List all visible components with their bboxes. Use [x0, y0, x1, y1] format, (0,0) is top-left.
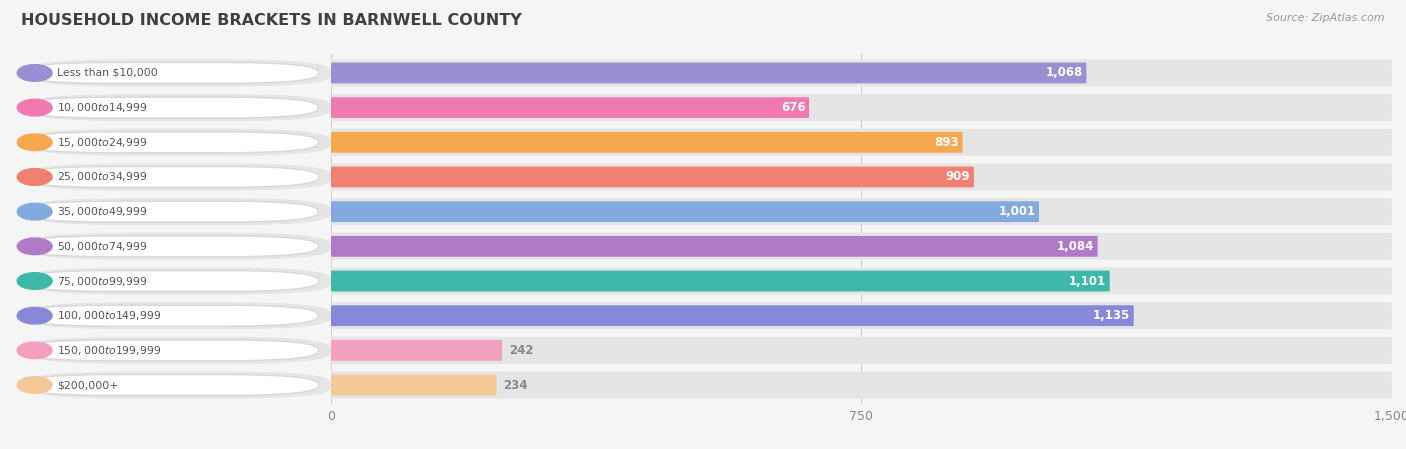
Ellipse shape	[17, 203, 52, 220]
Text: 242: 242	[509, 344, 534, 357]
FancyBboxPatch shape	[330, 62, 1087, 84]
Ellipse shape	[17, 65, 52, 81]
Text: $25,000 to $34,999: $25,000 to $34,999	[56, 171, 148, 184]
FancyBboxPatch shape	[27, 163, 330, 190]
FancyBboxPatch shape	[21, 132, 318, 153]
FancyBboxPatch shape	[27, 233, 330, 260]
Text: Source: ZipAtlas.com: Source: ZipAtlas.com	[1267, 13, 1385, 23]
FancyBboxPatch shape	[330, 201, 1039, 222]
Ellipse shape	[17, 169, 52, 185]
Text: 1,084: 1,084	[1057, 240, 1094, 253]
FancyBboxPatch shape	[330, 163, 1392, 190]
FancyBboxPatch shape	[21, 167, 318, 187]
Ellipse shape	[17, 342, 52, 359]
Text: 909: 909	[946, 171, 970, 184]
Text: $200,000+: $200,000+	[56, 380, 118, 390]
FancyBboxPatch shape	[21, 201, 318, 222]
Text: $15,000 to $24,999: $15,000 to $24,999	[56, 136, 148, 149]
FancyBboxPatch shape	[27, 337, 330, 364]
FancyBboxPatch shape	[330, 59, 1392, 87]
Ellipse shape	[17, 99, 52, 116]
FancyBboxPatch shape	[330, 233, 1392, 260]
Text: 676: 676	[780, 101, 806, 114]
Text: 893: 893	[935, 136, 959, 149]
FancyBboxPatch shape	[27, 268, 330, 295]
Ellipse shape	[17, 238, 52, 255]
FancyBboxPatch shape	[330, 374, 496, 396]
FancyBboxPatch shape	[330, 198, 1392, 225]
Text: 234: 234	[503, 379, 529, 392]
Text: 1,001: 1,001	[998, 205, 1035, 218]
FancyBboxPatch shape	[330, 340, 502, 361]
FancyBboxPatch shape	[27, 302, 330, 329]
Ellipse shape	[17, 308, 52, 324]
FancyBboxPatch shape	[330, 132, 963, 153]
FancyBboxPatch shape	[27, 129, 330, 156]
FancyBboxPatch shape	[330, 94, 1392, 121]
FancyBboxPatch shape	[21, 236, 318, 257]
Text: $75,000 to $99,999: $75,000 to $99,999	[56, 274, 148, 287]
FancyBboxPatch shape	[21, 271, 318, 291]
Text: $100,000 to $149,999: $100,000 to $149,999	[56, 309, 162, 322]
FancyBboxPatch shape	[27, 94, 330, 121]
FancyBboxPatch shape	[330, 129, 1392, 156]
Ellipse shape	[17, 134, 52, 150]
Ellipse shape	[17, 273, 52, 289]
FancyBboxPatch shape	[330, 167, 974, 187]
Ellipse shape	[17, 377, 52, 393]
Text: $150,000 to $199,999: $150,000 to $199,999	[56, 344, 162, 357]
FancyBboxPatch shape	[27, 198, 330, 225]
Text: Less than $10,000: Less than $10,000	[56, 68, 157, 78]
Text: 1,101: 1,101	[1069, 274, 1107, 287]
FancyBboxPatch shape	[330, 337, 1392, 364]
FancyBboxPatch shape	[330, 97, 808, 118]
FancyBboxPatch shape	[330, 236, 1098, 257]
Text: HOUSEHOLD INCOME BRACKETS IN BARNWELL COUNTY: HOUSEHOLD INCOME BRACKETS IN BARNWELL CO…	[21, 13, 522, 28]
Text: 1,068: 1,068	[1046, 66, 1083, 79]
FancyBboxPatch shape	[330, 305, 1133, 326]
FancyBboxPatch shape	[330, 271, 1109, 291]
Text: $35,000 to $49,999: $35,000 to $49,999	[56, 205, 148, 218]
FancyBboxPatch shape	[21, 374, 318, 396]
FancyBboxPatch shape	[21, 62, 318, 84]
Text: $50,000 to $74,999: $50,000 to $74,999	[56, 240, 148, 253]
FancyBboxPatch shape	[27, 371, 330, 399]
FancyBboxPatch shape	[27, 59, 330, 87]
FancyBboxPatch shape	[330, 268, 1392, 295]
Text: 1,135: 1,135	[1092, 309, 1130, 322]
FancyBboxPatch shape	[21, 97, 318, 118]
FancyBboxPatch shape	[330, 371, 1392, 399]
FancyBboxPatch shape	[21, 305, 318, 326]
FancyBboxPatch shape	[330, 302, 1392, 329]
Text: $10,000 to $14,999: $10,000 to $14,999	[56, 101, 148, 114]
FancyBboxPatch shape	[21, 340, 318, 361]
